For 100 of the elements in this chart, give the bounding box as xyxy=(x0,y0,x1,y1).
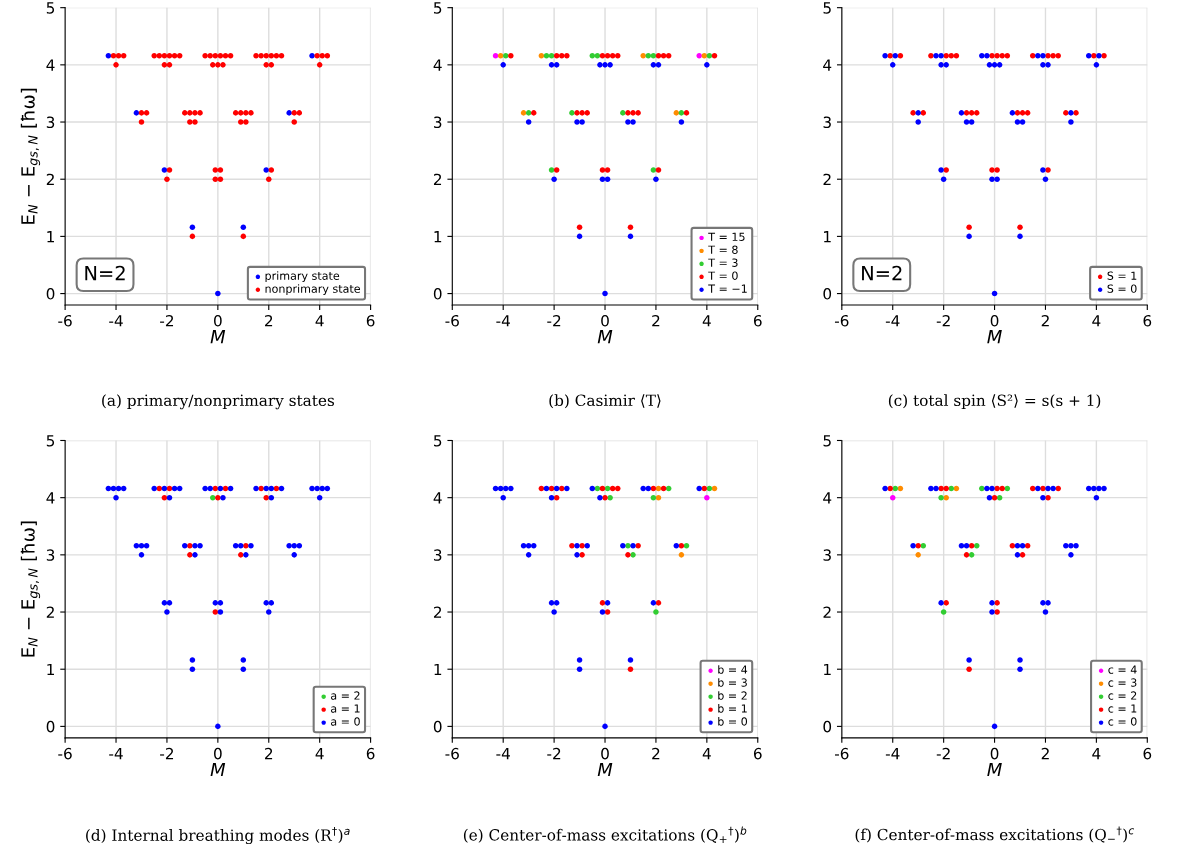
point xyxy=(584,110,590,116)
legend-label: b = 2 xyxy=(718,691,747,700)
y-tick-label: 1 xyxy=(47,663,54,676)
point xyxy=(209,494,216,501)
point xyxy=(579,542,585,549)
point xyxy=(548,167,555,173)
point xyxy=(599,167,606,173)
point xyxy=(525,119,532,125)
point xyxy=(548,52,555,59)
x-tick-label: 0 xyxy=(990,315,999,327)
point xyxy=(604,609,611,615)
legend-label: a = 2 xyxy=(331,691,360,700)
y-tick-label: 4 xyxy=(46,59,55,71)
x-tick-label: -6 xyxy=(834,747,849,760)
x-tick-label: -2 xyxy=(547,747,561,760)
point xyxy=(166,494,173,501)
point xyxy=(212,485,219,492)
point xyxy=(1009,542,1016,549)
point xyxy=(620,110,626,116)
point xyxy=(258,485,264,492)
point xyxy=(240,224,247,231)
point xyxy=(897,52,904,59)
point xyxy=(1045,62,1051,68)
point xyxy=(933,485,939,492)
legend-label: b = 1 xyxy=(718,704,747,713)
point xyxy=(1093,62,1100,68)
point xyxy=(948,485,955,492)
point xyxy=(994,600,1000,606)
point xyxy=(189,666,196,672)
point xyxy=(630,110,636,116)
legend-label: c = 1 xyxy=(1108,704,1137,713)
point xyxy=(660,52,667,59)
point xyxy=(645,52,652,59)
point xyxy=(953,485,960,492)
y-tick-label: 5 xyxy=(434,435,442,447)
y-tick-label: 2 xyxy=(433,173,442,186)
legend-label: c = 4 xyxy=(1108,665,1137,674)
point xyxy=(625,110,631,116)
point xyxy=(627,666,634,672)
y-tick-label: 1 xyxy=(434,663,442,676)
point xyxy=(551,176,557,182)
point xyxy=(324,485,331,492)
point xyxy=(579,552,585,558)
point xyxy=(653,176,659,182)
point xyxy=(113,494,119,501)
point xyxy=(164,609,170,615)
point xyxy=(202,485,208,492)
point xyxy=(286,110,292,116)
point xyxy=(1045,600,1051,606)
point xyxy=(268,485,275,492)
point xyxy=(938,600,944,606)
point xyxy=(943,485,949,492)
point xyxy=(1055,485,1061,492)
point xyxy=(653,609,659,615)
point xyxy=(604,167,611,173)
point xyxy=(1045,485,1051,492)
point xyxy=(892,52,899,59)
point xyxy=(291,542,297,549)
point xyxy=(594,485,601,492)
point xyxy=(1035,485,1041,492)
legend-label: c = 2 xyxy=(1108,691,1137,700)
point xyxy=(176,485,183,492)
point xyxy=(1040,62,1046,68)
point xyxy=(625,552,631,558)
point xyxy=(928,485,934,492)
legend-label: T = 3 xyxy=(708,258,738,267)
point xyxy=(958,542,965,549)
x-tick-label: 4 xyxy=(1092,748,1101,760)
y-tick-label: 1 xyxy=(824,663,831,676)
text: (a) primary/nonprimary states xyxy=(102,394,335,410)
point xyxy=(1017,666,1023,672)
point xyxy=(1040,485,1046,492)
point xyxy=(237,552,244,558)
y-tick-label: 4 xyxy=(823,492,832,504)
point xyxy=(538,485,545,492)
point xyxy=(243,542,249,549)
x-tick-label: 6 xyxy=(1143,315,1152,327)
point xyxy=(597,494,603,501)
point xyxy=(938,62,944,68)
point xyxy=(574,542,580,549)
point xyxy=(999,52,1005,59)
x-tick-label: 2 xyxy=(265,747,273,760)
point xyxy=(143,542,150,549)
point xyxy=(607,62,613,68)
x-tick-label: 2 xyxy=(652,315,660,327)
point xyxy=(553,600,560,606)
legend-label: T = 0 xyxy=(708,271,738,280)
point xyxy=(265,609,272,615)
legend-label: T = −1 xyxy=(708,284,747,293)
point xyxy=(558,485,565,492)
y-tick-label: 4 xyxy=(433,492,442,504)
point xyxy=(630,552,636,558)
point xyxy=(1040,600,1046,606)
point xyxy=(655,52,662,59)
y-tick-label: 4 xyxy=(823,59,832,71)
point xyxy=(991,290,998,297)
point xyxy=(665,485,672,492)
point xyxy=(928,52,934,59)
point xyxy=(999,485,1005,492)
point xyxy=(1068,119,1074,125)
